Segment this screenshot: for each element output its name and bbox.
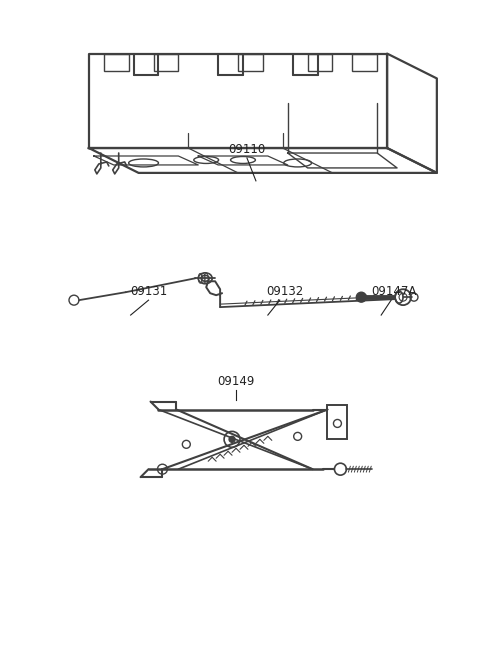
- Text: 09131: 09131: [130, 285, 167, 298]
- Text: 09147A: 09147A: [372, 285, 417, 298]
- Bar: [154, 54, 179, 71]
- Bar: [104, 54, 129, 71]
- Text: 09110: 09110: [228, 143, 265, 156]
- Text: 09149: 09149: [217, 375, 255, 388]
- Circle shape: [356, 292, 366, 302]
- Bar: [238, 54, 263, 71]
- Bar: [308, 54, 333, 71]
- Circle shape: [229, 436, 235, 442]
- Bar: [352, 54, 377, 71]
- Bar: [327, 405, 348, 440]
- Text: 09132: 09132: [266, 285, 303, 298]
